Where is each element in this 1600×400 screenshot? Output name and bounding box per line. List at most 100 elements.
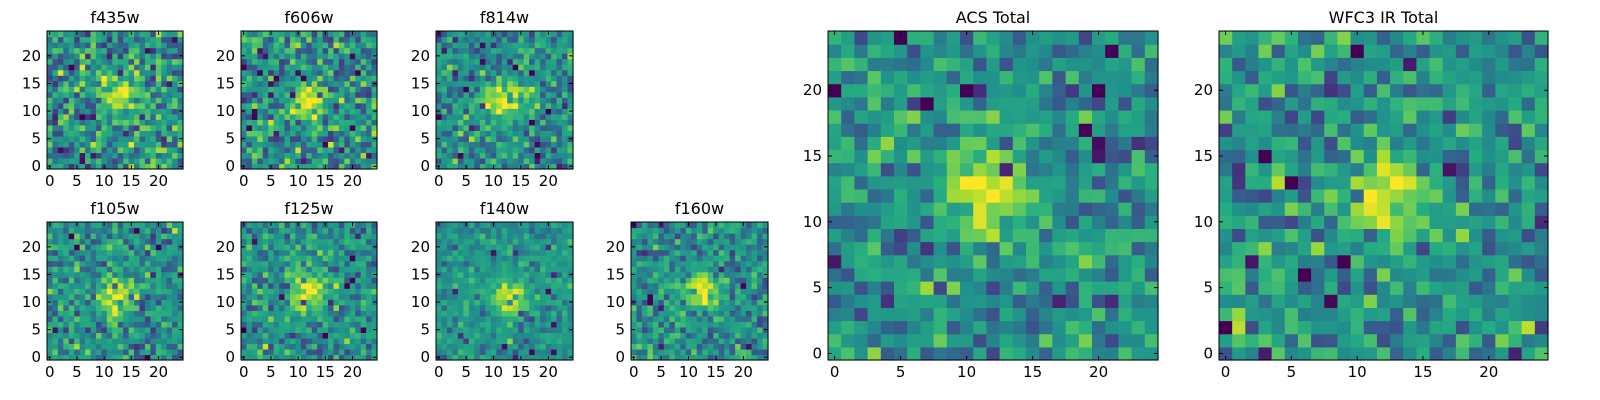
heatmap-cell <box>95 326 102 333</box>
heatmap-cell <box>139 119 146 126</box>
heatmap-cell <box>128 326 135 333</box>
heatmap-cell <box>371 249 378 256</box>
heatmap-cell <box>735 266 742 273</box>
heatmap-cell <box>79 238 86 245</box>
heatmap-cell <box>172 304 179 311</box>
heatmap-cell <box>485 266 492 273</box>
heatmap-cell <box>1052 228 1067 243</box>
heatmap-cell <box>674 315 681 322</box>
heatmap-cell <box>317 293 324 300</box>
heatmap-cell <box>933 162 948 177</box>
heatmap-cell <box>63 332 70 339</box>
heatmap-cell <box>446 321 454 328</box>
heatmap-cell <box>463 310 470 317</box>
heatmap-cell <box>702 277 709 284</box>
heatmap-cell <box>907 254 921 269</box>
heatmap-cell <box>636 315 643 322</box>
heatmap-cell <box>534 152 541 159</box>
heatmap-cell <box>631 288 638 295</box>
heatmap-cell <box>562 58 569 65</box>
heatmap-cell <box>128 299 135 306</box>
heatmap-cell <box>960 188 974 203</box>
heatmap-cell <box>718 288 725 295</box>
heatmap-cell <box>556 238 563 245</box>
heatmap-cell <box>134 343 141 350</box>
heatmap-cell <box>273 304 280 311</box>
heatmap-cell <box>479 108 486 115</box>
heatmap-cell <box>57 135 64 142</box>
heatmap-cell <box>166 97 173 104</box>
heatmap-cell <box>999 228 1014 243</box>
heatmap-cell <box>95 348 102 356</box>
heatmap-cell <box>933 254 948 269</box>
heatmap-cell <box>986 281 1001 295</box>
heatmap-cell <box>155 108 162 115</box>
heatmap-cell <box>101 113 108 120</box>
heatmap-cell <box>257 249 264 256</box>
heatmap-cell <box>485 135 492 142</box>
heatmap-cell <box>1078 267 1093 282</box>
heatmap-cell <box>999 175 1014 190</box>
heatmap-cell <box>1118 162 1133 177</box>
heatmap-cell <box>289 266 296 273</box>
heatmap-cell <box>551 260 558 267</box>
heatmap-cell <box>251 80 258 87</box>
heatmap-cell <box>123 108 130 115</box>
heatmap-cell <box>177 86 184 93</box>
heatmap-cell <box>713 233 720 240</box>
heatmap-cell <box>841 162 855 177</box>
heatmap-cell <box>139 69 146 76</box>
heatmap-cell <box>441 244 448 251</box>
heatmap-cell <box>545 260 552 267</box>
heatmap-cell <box>257 332 264 339</box>
heatmap-cell <box>117 64 124 71</box>
heatmap-cell <box>68 348 75 356</box>
heatmap-cell <box>279 97 286 104</box>
heatmap-cell <box>172 152 179 159</box>
heatmap-cell <box>289 332 296 339</box>
heatmap-cell <box>289 348 296 356</box>
heatmap-cell <box>349 58 356 65</box>
heatmap-cell <box>344 58 351 65</box>
heatmap-cell <box>273 288 280 295</box>
heatmap-cell <box>117 326 124 333</box>
heatmap-cell <box>311 36 318 43</box>
heatmap-cell <box>144 299 151 306</box>
heatmap-cell <box>674 282 681 289</box>
heatmap-cell <box>463 108 470 115</box>
heatmap-cell <box>1105 267 1119 282</box>
heatmap-cell <box>691 282 698 289</box>
heatmap-cell <box>117 315 124 322</box>
heatmap-cell <box>463 47 470 54</box>
heatmap-cell <box>128 64 135 71</box>
heatmap-cell <box>344 282 351 289</box>
heatmap-cell <box>757 222 764 229</box>
heatmap-cell <box>262 227 269 234</box>
heatmap-cell <box>311 271 318 278</box>
heatmap-cell <box>452 36 459 43</box>
heatmap-cell <box>567 119 574 126</box>
heatmap-cell <box>647 282 654 289</box>
heatmap-cell <box>284 299 291 306</box>
heatmap-cell <box>150 130 157 137</box>
heatmap-cell <box>289 113 296 120</box>
heatmap-cell <box>306 97 313 104</box>
heatmap-cell <box>338 36 345 43</box>
heatmap-cell <box>139 343 146 350</box>
heatmap-cell <box>452 227 459 234</box>
heatmap-cell <box>707 348 714 356</box>
heatmap-cell <box>257 337 264 345</box>
heatmap-cell <box>79 260 86 267</box>
heatmap-cell <box>241 152 248 159</box>
heatmap-cell <box>762 233 769 240</box>
heatmap-cell <box>485 233 492 240</box>
heatmap-cell <box>507 31 514 38</box>
y-tick-label: 10 <box>22 293 41 311</box>
heatmap-cell <box>95 310 102 317</box>
heatmap-cell <box>273 36 280 43</box>
x-tick-label: 15 <box>316 363 335 381</box>
heatmap-cell <box>496 238 503 245</box>
heatmap-cell <box>567 282 574 289</box>
heatmap-cell <box>317 64 324 71</box>
